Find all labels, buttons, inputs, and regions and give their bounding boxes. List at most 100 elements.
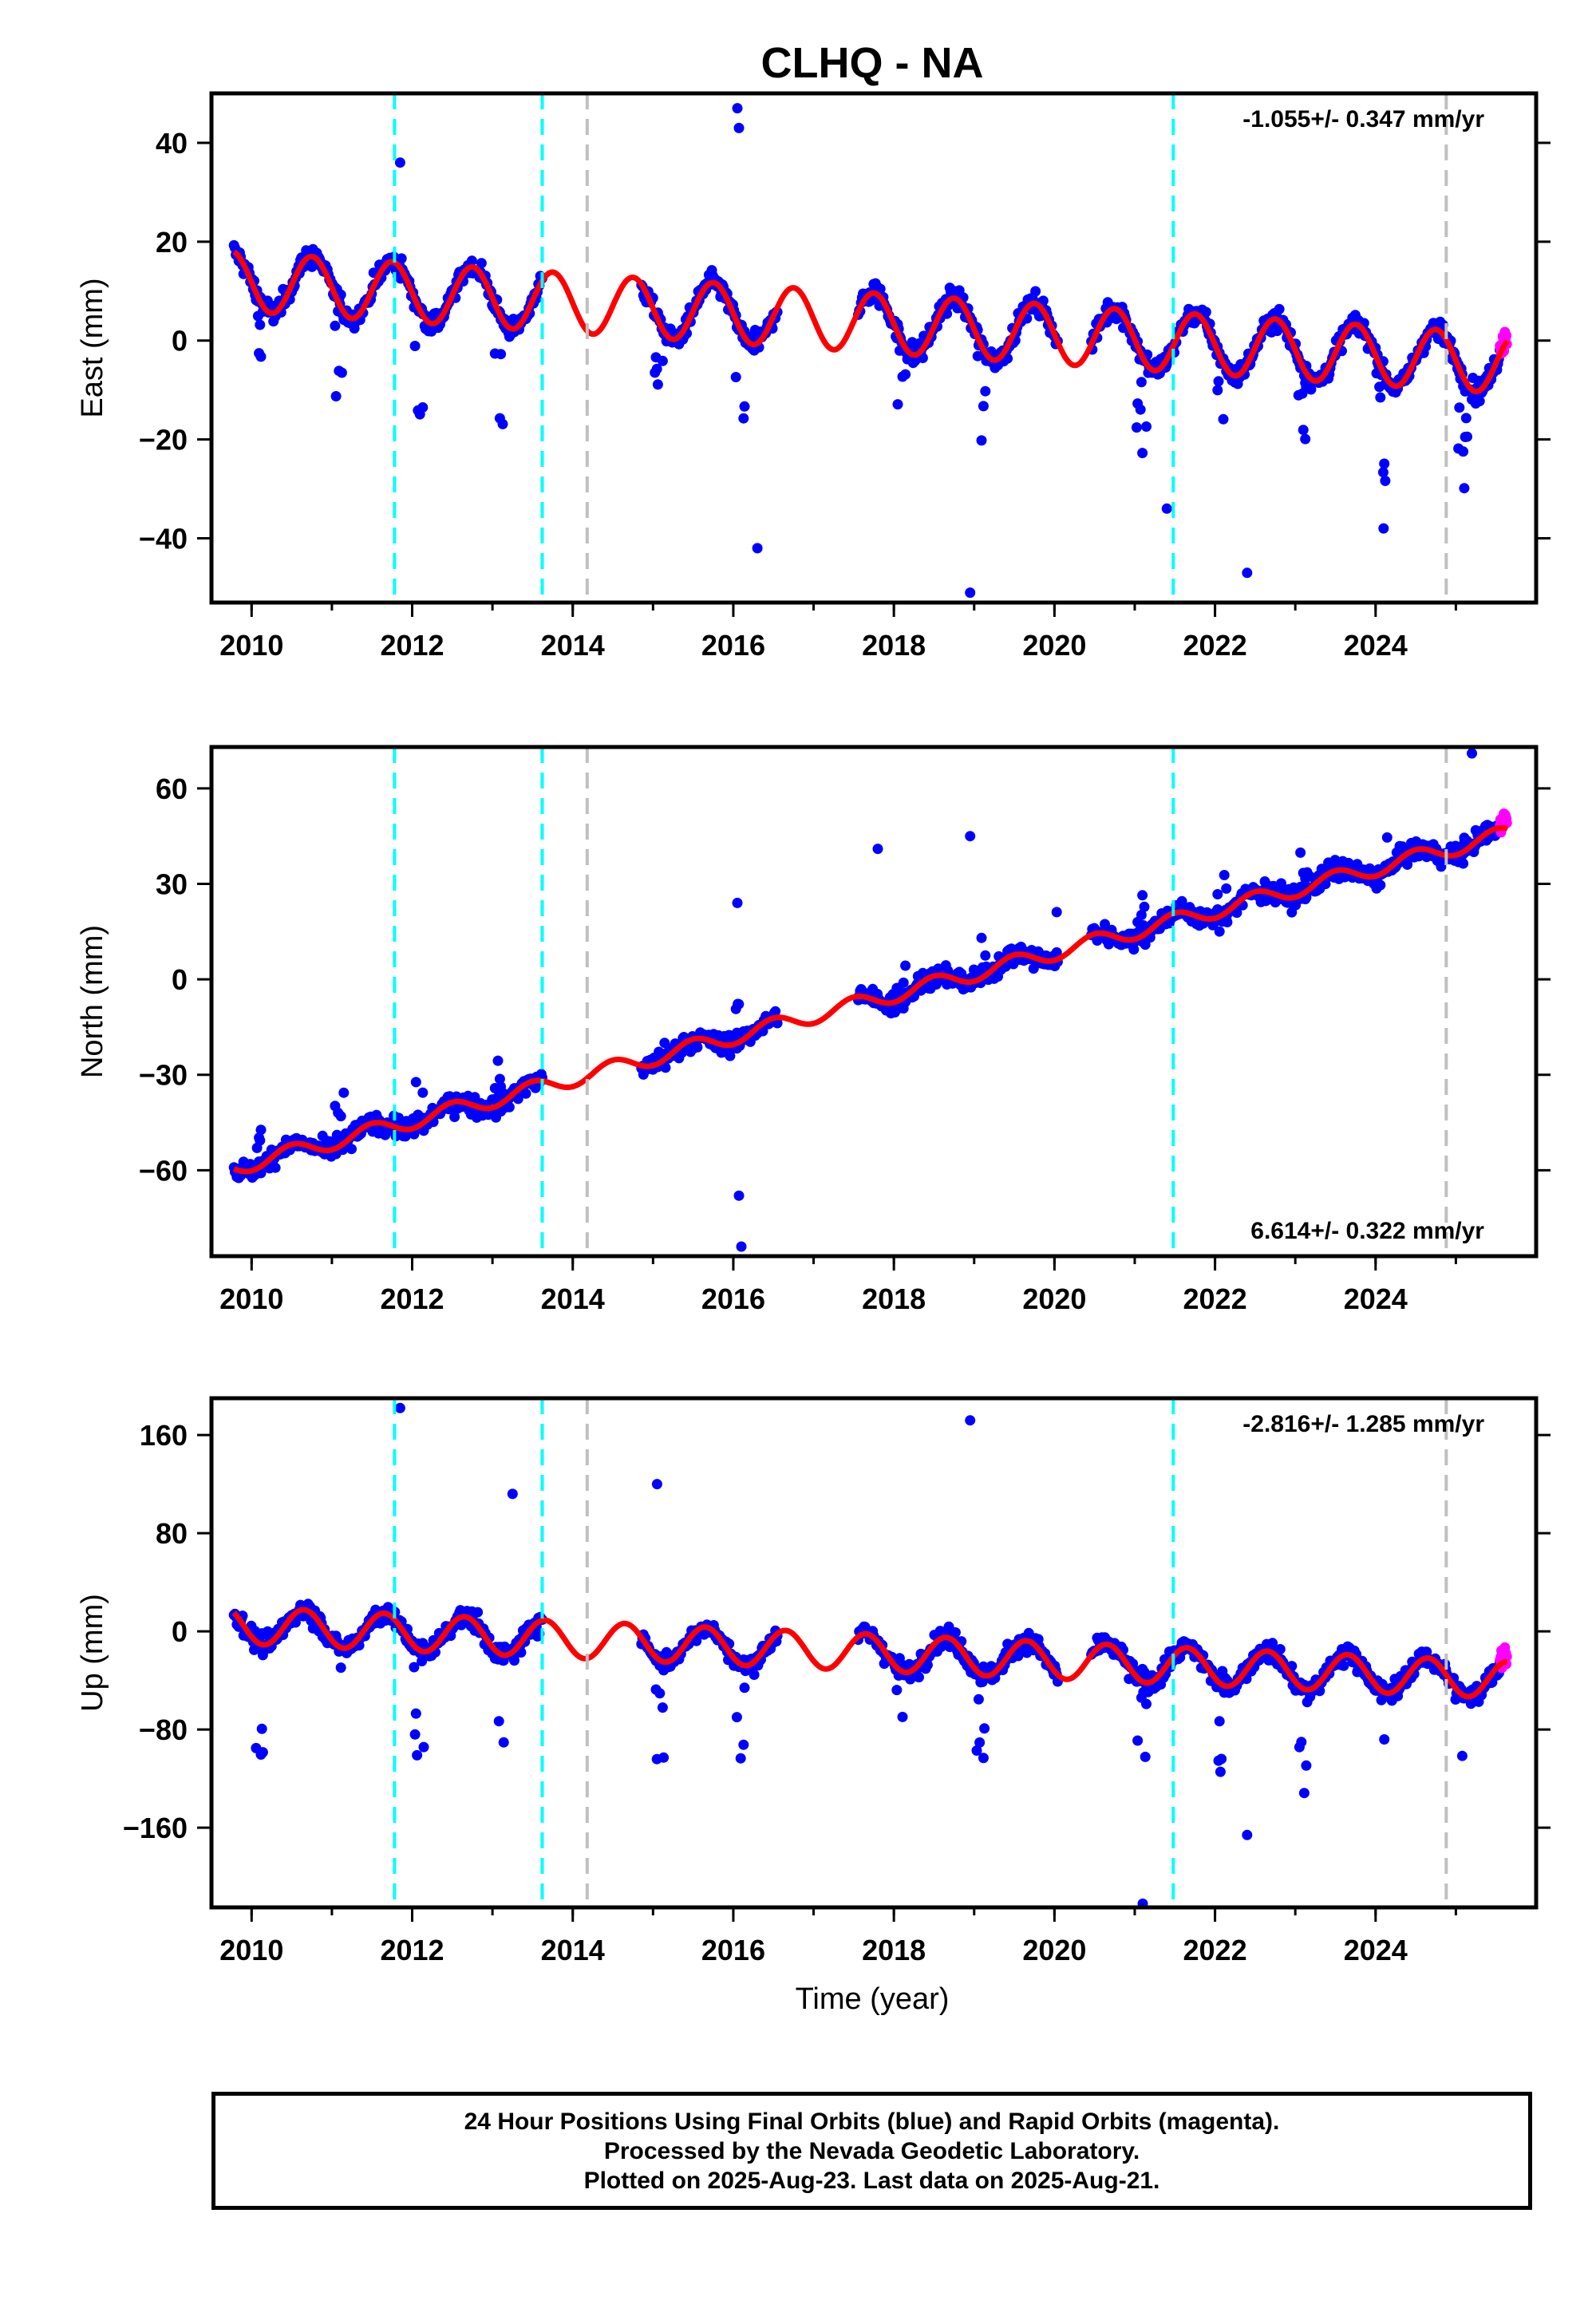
position-point	[1379, 1734, 1390, 1745]
y-tick-label: −20	[139, 424, 188, 456]
position-point	[1298, 1788, 1310, 1799]
position-point	[1131, 422, 1142, 433]
model-curve	[232, 824, 1508, 1175]
x-tick-label: 2018	[862, 629, 926, 662]
position-point	[1459, 483, 1470, 494]
position-point	[396, 253, 407, 264]
position-point	[1030, 286, 1041, 297]
position-point	[971, 1745, 982, 1756]
position-point	[496, 349, 507, 360]
position-point	[1380, 476, 1391, 486]
y-tick-label: 0	[172, 1615, 188, 1648]
x-tick-label: 2016	[701, 1282, 765, 1315]
position-point	[409, 1662, 420, 1673]
x-tick-label: 2024	[1344, 629, 1408, 662]
position-point	[330, 391, 342, 401]
x-tick-label: 2024	[1344, 1282, 1408, 1315]
position-point	[1296, 1737, 1307, 1748]
position-point	[651, 363, 662, 374]
final-orbit-points	[228, 103, 1505, 599]
position-point	[1137, 448, 1148, 459]
position-point	[1460, 413, 1472, 424]
position-point	[1377, 467, 1389, 478]
x-tick-label: 2012	[380, 629, 444, 662]
position-point	[1474, 396, 1485, 407]
position-point	[652, 379, 663, 390]
x-tick-label: 2022	[1183, 1934, 1247, 1966]
position-point	[1301, 1760, 1312, 1771]
position-point	[410, 1077, 421, 1088]
y-tick-label: 0	[172, 325, 188, 358]
outlier-point	[965, 587, 976, 599]
position-point	[417, 1087, 429, 1098]
x-tick-label: 2020	[1022, 1934, 1086, 1966]
position-point	[1375, 392, 1386, 403]
position-point	[466, 255, 477, 267]
outlier-point	[733, 122, 745, 133]
velocity-label: -2.816+/- 1.285 mm/yr	[1242, 1411, 1484, 1437]
position-point	[730, 372, 741, 382]
x-tick-label: 2016	[701, 1934, 765, 1966]
position-point	[1212, 889, 1223, 899]
final-orbit-points	[228, 1402, 1505, 1907]
position-point	[1137, 890, 1148, 901]
position-point	[338, 1087, 350, 1098]
position-point	[739, 1682, 750, 1694]
chart-title: CLHQ - NA	[761, 39, 984, 87]
position-point	[1051, 947, 1062, 958]
position-point	[1141, 421, 1152, 432]
position-point	[497, 418, 508, 429]
panel-frame	[209, 91, 1539, 605]
position-point	[1132, 1735, 1144, 1746]
position-point	[1216, 1753, 1227, 1765]
y-tick-label: 80	[156, 1517, 188, 1550]
y-tick-label: 60	[156, 773, 188, 805]
y-tick-label: −160	[123, 1812, 188, 1844]
position-point	[256, 1723, 267, 1734]
position-point	[657, 355, 668, 366]
panel-up: 2010 2012 2014 2016 2018 2020 2022 2024 160 80 0 −8…	[76, 1396, 1551, 1966]
position-point	[1458, 446, 1469, 457]
outlier-point	[1242, 567, 1253, 579]
position-point	[1381, 832, 1393, 843]
outlier-point	[394, 157, 405, 168]
position-point	[257, 1747, 268, 1758]
position-point	[1300, 433, 1311, 445]
rapid-point	[1501, 330, 1512, 341]
outlier-point	[872, 844, 883, 855]
position-point	[658, 1752, 670, 1763]
position-point	[1200, 306, 1211, 318]
y-axis-label: North (mm)	[76, 925, 109, 1078]
position-point	[409, 341, 421, 351]
y-tick-label: −60	[139, 1154, 188, 1187]
outlier-point	[965, 831, 976, 842]
position-point	[1456, 1750, 1468, 1761]
outlier-point	[1161, 503, 1172, 514]
position-point	[335, 1111, 346, 1122]
position-point	[1218, 413, 1229, 425]
outlier-point	[732, 103, 743, 114]
position-point	[449, 1112, 460, 1122]
outlier-point	[736, 1241, 747, 1252]
outlier-point	[1137, 1898, 1148, 1907]
gnss-time-series-chart: CLHQ - NA 2010 2012 2014 2016 2018 2020 2022 20…	[76, 39, 1551, 2016]
x-tick-label: 2022	[1183, 629, 1247, 662]
position-point	[978, 1753, 989, 1764]
position-point	[1051, 907, 1062, 918]
y-tick-label: −30	[139, 1059, 188, 1092]
y-tick-label: 20	[156, 226, 188, 259]
position-point	[412, 1749, 423, 1761]
position-point	[270, 1162, 281, 1173]
x-tick-label: 2022	[1183, 1282, 1247, 1315]
position-point	[1136, 910, 1147, 920]
x-tick-label: 2010	[219, 1934, 283, 1966]
panel-east: 2010 2012 2014 2016 2018 2020 2022 2024 40 20 0 −20…	[76, 91, 1551, 662]
position-point	[1231, 907, 1242, 919]
position-point	[892, 399, 903, 410]
y-tick-label: −40	[139, 522, 188, 555]
footer-line-3: Plotted on 2025-Aug-23. Last data on 202…	[583, 2168, 1160, 2194]
velocity-label: 6.614+/- 0.322 mm/yr	[1250, 1218, 1484, 1244]
position-point	[1215, 1766, 1226, 1777]
position-point	[410, 1708, 421, 1719]
position-point	[1141, 1698, 1152, 1709]
